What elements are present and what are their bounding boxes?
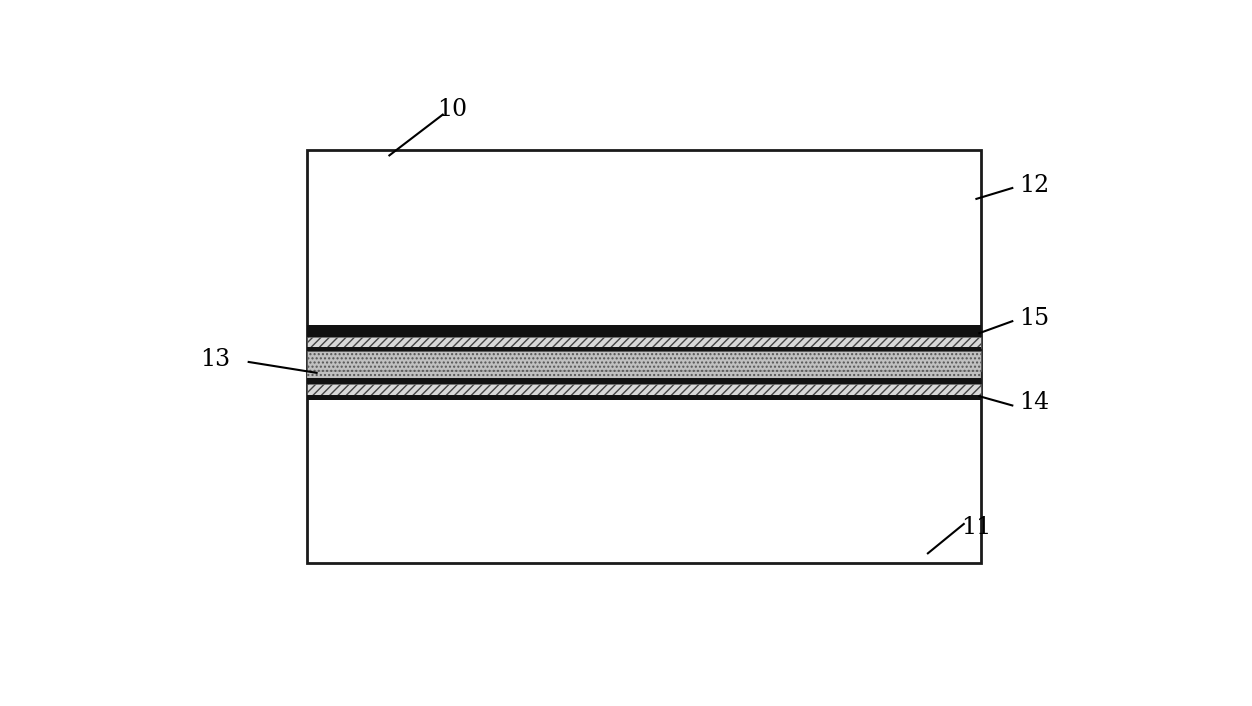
Bar <box>307 395 982 400</box>
Bar <box>307 337 982 348</box>
Bar <box>307 384 982 395</box>
Bar <box>307 351 982 371</box>
Text: 14: 14 <box>1019 391 1049 414</box>
Text: 10: 10 <box>437 97 467 121</box>
Text: 15: 15 <box>1019 307 1049 330</box>
Bar <box>307 371 982 379</box>
Bar <box>307 378 982 384</box>
Text: 11: 11 <box>962 516 992 539</box>
Text: 12: 12 <box>1019 174 1049 197</box>
Bar <box>307 347 982 352</box>
Text: 13: 13 <box>199 348 230 371</box>
Bar <box>307 150 982 563</box>
Bar <box>307 325 982 337</box>
